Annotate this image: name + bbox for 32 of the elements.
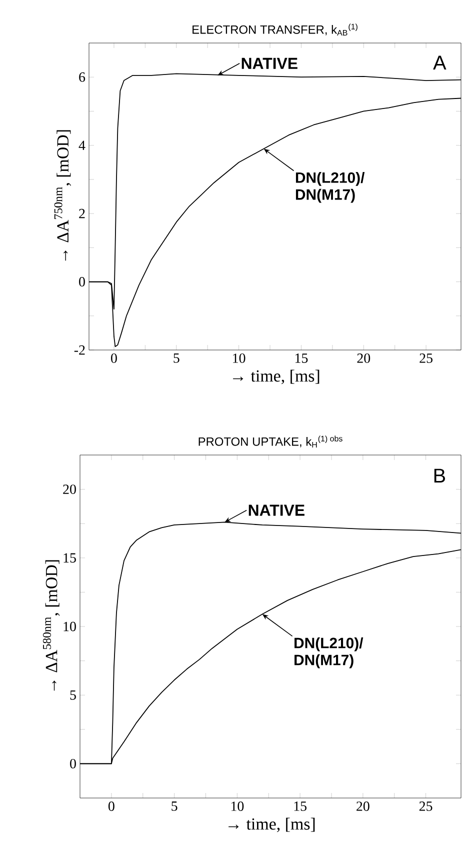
- y-tick-label: 4: [78, 140, 86, 150]
- x-tick-label: 10: [233, 354, 246, 363]
- x-tick-label: 15: [295, 354, 308, 363]
- x-tick-label: 15: [294, 802, 306, 811]
- x-tick-label: 5: [172, 802, 178, 811]
- y-axis-title: → ΔA$^{580nm}$, [mOD]: [42, 560, 60, 691]
- x-tick-label: 25: [419, 802, 432, 811]
- y-tick-label: 6: [79, 72, 86, 82]
- x-axis-title: → time, [ms]: [233, 370, 320, 384]
- y-tick-label: 5: [70, 690, 76, 700]
- annotation: DN(L210)/ DN(M17): [296, 172, 365, 203]
- x-tick-label: 20: [356, 802, 370, 811]
- y-tick-label: 20: [63, 484, 76, 494]
- y-tick-label: 15: [64, 553, 76, 563]
- y-tick-label: -2: [74, 345, 85, 355]
- annotation: DN(L210)/ DN(M17): [294, 637, 364, 668]
- annotation: NATIVE: [242, 58, 298, 69]
- x-tick-label: 10: [231, 802, 244, 811]
- x-tick-label: 25: [420, 354, 432, 363]
- x-axis-title: → time, [ms]: [228, 818, 315, 832]
- annotation: B: [434, 468, 445, 483]
- x-tick-label: 20: [357, 354, 370, 363]
- y-tick-label: 2: [79, 208, 85, 218]
- x-tick-label: 0: [108, 802, 114, 811]
- y-tick-label: 0: [70, 758, 76, 768]
- y-axis-title: → ΔA$^{750nm}$, [mOD]: [54, 130, 72, 261]
- annotation: A: [433, 56, 446, 70]
- y-tick-label: 0: [79, 277, 85, 286]
- x-tick-label: 5: [174, 354, 180, 363]
- y-tick-label: 10: [64, 622, 76, 632]
- annotation: NATIVE: [248, 504, 304, 516]
- x-tick-label: 0: [111, 354, 117, 363]
